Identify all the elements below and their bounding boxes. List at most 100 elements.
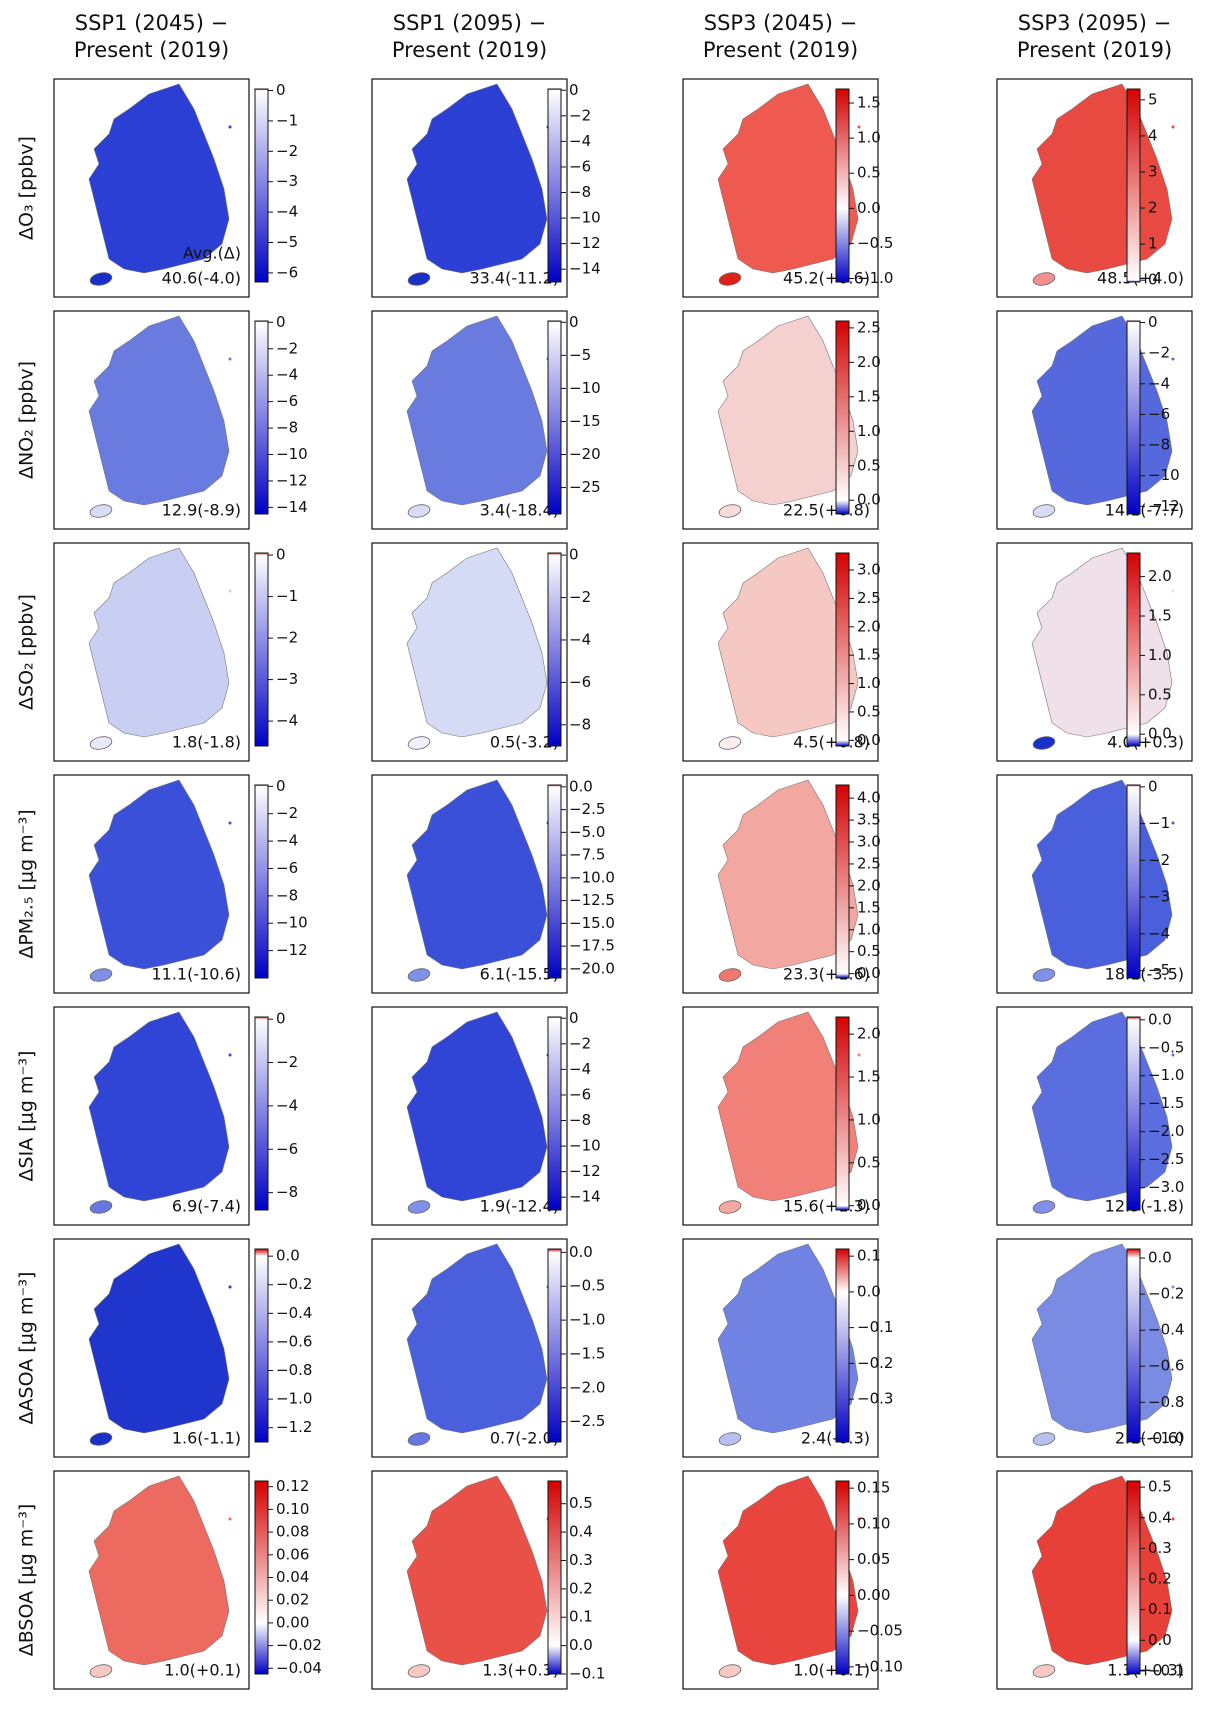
column-title: SSP3 (2095) − [1018,11,1171,35]
colorbar-tick-label: 0.0 [569,1243,593,1261]
colorbar-tick-label: 3.0 [857,833,881,851]
colorbar-tick-label: 0.08 [276,1523,309,1541]
colorbar-tick-label: 0.10 [857,1514,890,1532]
colorbar-tick-label: 0.0 [857,964,881,982]
colorbar-tick-label: −2 [276,804,298,822]
colorbar-tick-label: 0 [1148,777,1158,795]
colorbar-tick-label: 2.5 [857,589,881,607]
colorbar-tick-label: −2 [569,1034,591,1052]
average-label: 1.8(-1.8) [172,733,241,752]
average-label: 1.0(+0.1) [164,1661,241,1680]
colorbar [255,553,268,746]
colorbar [255,89,268,282]
colorbar-tick-label: −6 [276,392,298,410]
colorbar [1127,1017,1140,1210]
colorbar-tick-label: −0.5 [857,234,893,252]
colorbar-tick-label: −2 [276,1053,298,1071]
colorbar-tick-label: −3 [276,172,298,190]
average-label: 40.6(-4.0) [162,269,241,288]
colorbar-tick-label: −0.5 [569,1277,605,1295]
column-title: Present (2019) [392,38,547,62]
colorbar-tick-label: −8 [569,1111,591,1129]
colorbar-tick-label: 0.02 [276,1591,309,1609]
colorbar-tick-label: 0.0 [857,491,881,509]
colorbar-tick-label: 0.2 [1148,1570,1172,1588]
colorbar-tick-label: −0.2 [1148,1285,1184,1303]
colorbar-tick-label: −4 [276,366,298,384]
colorbar-tick-label: −0.2 [857,1354,893,1372]
colorbar [255,1481,268,1674]
colorbar-tick-label: −1.0 [1148,1066,1184,1084]
average-label: 1.6(-1.1) [172,1429,241,1448]
colorbar-tick-label: −4 [569,132,591,150]
average-label: 3.4(-18.4) [480,501,559,520]
colorbar-tick-label: 2.0 [1148,567,1172,585]
colorbar-tick-label: −2.0 [569,1378,605,1396]
colorbar-tick-label: 0.5 [857,702,881,720]
colorbar-tick-label: 1.0 [857,129,881,147]
colorbar-tick-label: −6 [276,263,298,281]
colorbar-tick-label: −12 [276,941,308,959]
colorbar-tick-label: −2 [1148,851,1170,869]
colorbar-tick-label: 0.15 [857,1479,890,1497]
colorbar-tick-label: 2.0 [857,353,881,371]
column-title: Present (2019) [703,38,858,62]
column-title: SSP3 (2045) − [704,11,857,35]
colorbar-tick-label: −0.1 [569,1665,605,1683]
colorbar-tick-label: 0 [569,546,579,564]
colorbar-tick-label: −6 [569,157,591,175]
colorbar-tick-label: −0.4 [1148,1321,1184,1339]
colorbar-tick-label: −4 [569,630,591,648]
colorbar [255,321,268,514]
colorbar-tick-label: −0.3 [857,1390,893,1408]
colorbar-tick-label: −1 [1148,814,1170,832]
colorbar-tick-label: 0 [276,81,286,99]
colorbar-tick-label: −0.1 [1148,1661,1184,1679]
colorbar-tick-label: −2 [276,142,298,160]
island [858,1054,861,1057]
colorbar-tick-label: −12 [276,471,308,489]
colorbar-tick-label: −12 [1148,497,1180,515]
colorbar [548,321,561,514]
colorbar-tick-label: 0.0 [857,1196,881,1214]
column-title: SSP1 (2095) − [393,11,546,35]
island [1172,822,1175,825]
row-label: ΔASOA [μg m⁻³] [16,1272,38,1425]
colorbar-tick-label: 2.0 [857,876,881,894]
colorbar-tick-label: 4.0 [857,789,881,807]
colorbar-tick-label: −4 [1148,924,1170,942]
colorbar-tick-label: −14 [276,498,308,516]
colorbar [548,1249,561,1442]
average-label: 11.1(-10.6) [151,965,241,984]
island [1172,590,1175,593]
colorbar-tick-label: −1.0 [569,1311,605,1329]
colorbar-tick-label: 0.5 [1148,1478,1172,1496]
colorbar-tick-label: 0.00 [857,1586,890,1604]
colorbar-tick-label: 2.0 [857,1025,881,1043]
colorbar-tick-label: −5 [276,233,298,251]
colorbar-tick-label: 0 [569,81,579,99]
colorbar-tick-label: −0.5 [1148,1038,1184,1056]
colorbar [836,1249,849,1442]
colorbar-tick-label: 1 [1148,235,1158,253]
colorbar-tick-label: 0 [276,1010,286,1028]
colorbar [836,321,849,514]
colorbar [548,1017,561,1210]
colorbar-tick-label: −15.0 [569,914,615,932]
annotation: Avg.(Δ) [183,244,241,263]
colorbar-tick-label: 1.5 [857,387,881,405]
colorbar-tick-label: −15 [569,412,601,430]
colorbar-tick-label: −1.5 [569,1344,605,1362]
colorbar-tick-label: 0.0 [569,1636,593,1654]
colorbar-tick-label: −8 [276,886,298,904]
colorbar-tick-label: −0.04 [276,1659,322,1677]
average-label: 12.9(-8.9) [162,501,241,520]
colorbar-tick-label: 0.5 [857,1153,881,1171]
island [229,1054,232,1057]
colorbar-tick-label: 1.5 [857,94,881,112]
colorbar-tick-label: −0.1 [857,1318,893,1336]
colorbar [548,89,561,282]
colorbar-tick-label: 0.0 [857,199,881,217]
colorbar-tick-label: 2 [1148,199,1158,217]
colorbar-tick-label: 0.0 [857,731,881,749]
